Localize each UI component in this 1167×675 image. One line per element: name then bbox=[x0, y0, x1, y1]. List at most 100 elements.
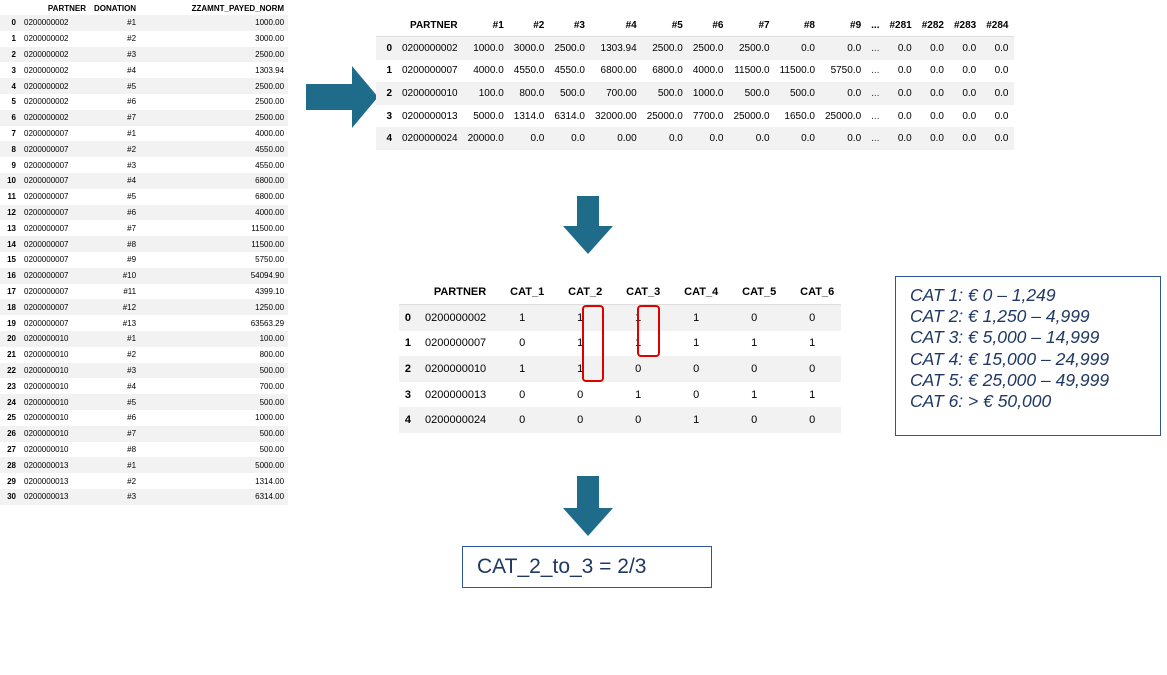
donation-cell: #2 bbox=[90, 141, 141, 158]
donation-cell: 0200000002 bbox=[24, 34, 69, 44]
category-header-cell: CAT_4 bbox=[667, 280, 726, 305]
donation-cell: 0200000002 bbox=[20, 15, 90, 31]
pivot-cell: 0200000010 bbox=[397, 82, 463, 105]
donation-cell: 29 bbox=[7, 476, 16, 486]
donation-row: 4 0200000002 #5 2500.00 bbox=[0, 78, 289, 94]
pivot-cell: 0.0 bbox=[774, 36, 820, 60]
donations-header-row: PARTNER DONATION ZZAMNT_PAYED_NORM bbox=[0, 1, 288, 15]
donation-header-cell: DONATION bbox=[94, 3, 137, 13]
category-cell: 1 bbox=[667, 304, 726, 331]
pivot-cell: ... bbox=[866, 36, 885, 60]
donation-cell: 0200000002 bbox=[24, 65, 69, 75]
donation-cell: 11500.00 bbox=[140, 236, 289, 252]
donation-cell: 0200000007 bbox=[24, 286, 69, 296]
donation-row: 10 0200000007 #4 6800.00 bbox=[0, 172, 289, 189]
donation-cell: 26 bbox=[0, 425, 20, 442]
pivot-cell: 0.0 bbox=[962, 65, 977, 77]
pivot-cell: ... bbox=[871, 110, 880, 122]
pivot-cell: 0.0 bbox=[884, 36, 917, 60]
category-cell: 0200000007 bbox=[425, 337, 487, 350]
donation-cell: 0200000007 bbox=[20, 236, 90, 252]
category-header-cell: CAT_1 bbox=[493, 280, 552, 305]
donation-cell: 5 bbox=[11, 97, 16, 107]
donation-cell: #10 bbox=[90, 267, 141, 284]
legend-line: CAT 5: € 25,000 – 49,999 bbox=[910, 369, 1110, 390]
donation-cell: 0200000007 bbox=[20, 267, 90, 284]
category-cell: 1 bbox=[809, 388, 816, 401]
donation-cell: 4000.00 bbox=[255, 128, 285, 138]
category-header-cell: CAT_3 bbox=[609, 280, 668, 305]
arrow-down-icon bbox=[563, 476, 613, 536]
pivot-cell: ... bbox=[866, 127, 885, 150]
category-cell: 1 bbox=[809, 337, 816, 350]
donation-cell: 23 bbox=[7, 381, 16, 391]
pivot-row: 2 0200000010 100.0 800.0 500.0 700.00 500.0 100… bbox=[376, 82, 1014, 105]
pivot-cell: 2 bbox=[376, 82, 397, 105]
donation-header-cell bbox=[0, 1, 20, 15]
pivot-cell: 0.0 bbox=[820, 82, 867, 105]
pivot-header-cell: #4 bbox=[589, 14, 642, 37]
donation-cell: #6 bbox=[127, 97, 137, 107]
donation-cell: 12 bbox=[0, 204, 20, 221]
pivot-header-cell: PARTNER bbox=[397, 14, 463, 37]
donation-cell: #2 bbox=[127, 350, 137, 360]
pivot-header-cell: #284 bbox=[981, 14, 1014, 37]
donation-cell: #8 bbox=[90, 236, 141, 252]
donation-cell: #1 bbox=[90, 457, 141, 474]
donation-cell: 7 bbox=[11, 128, 16, 138]
donation-row: 17 0200000007 #11 4399.10 bbox=[0, 284, 288, 300]
pivot-cell: 11500.0 bbox=[779, 65, 815, 77]
pivot-cell: 6314.0 bbox=[554, 110, 585, 122]
highlight-cat3-box bbox=[637, 305, 660, 357]
donation-cell: 2 bbox=[0, 46, 20, 63]
donation-cell: 4550.00 bbox=[255, 160, 285, 170]
donation-cell: 0200000013 bbox=[20, 457, 90, 474]
donation-cell: 0200000010 bbox=[24, 444, 69, 454]
donation-cell: 0200000010 bbox=[24, 350, 69, 360]
donation-cell: 28 bbox=[0, 457, 20, 474]
pivot-cell: 0.0 bbox=[916, 127, 949, 150]
category-cell: 1 bbox=[751, 388, 758, 401]
donation-row: 16 0200000007 #10 54094.90 bbox=[0, 267, 289, 284]
donation-row: 8 0200000007 #2 4550.00 bbox=[0, 141, 289, 158]
pivot-cell: 1 bbox=[386, 65, 392, 77]
category-cell: 2 bbox=[399, 356, 418, 382]
donation-row: 2 0200000002 #3 2500.00 bbox=[0, 46, 289, 63]
donation-cell: 4000.00 bbox=[140, 204, 289, 221]
donation-cell: 0200000007 bbox=[20, 299, 90, 316]
donation-row: 30 0200000013 #3 6314.00 bbox=[0, 488, 289, 505]
donation-cell: #5 bbox=[90, 78, 141, 94]
pivot-cell: 0.0 bbox=[820, 127, 867, 150]
category-cell: 0 bbox=[577, 388, 584, 401]
legend-line: CAT 2: € 1,250 – 4,999 bbox=[910, 306, 1090, 327]
donation-cell: 9 bbox=[11, 160, 16, 170]
donation-cell: #9 bbox=[127, 255, 137, 265]
category-cell: 0 bbox=[609, 356, 668, 382]
pivot-cell: 0.0 bbox=[687, 127, 729, 150]
pivot-cell: 0.0 bbox=[981, 127, 1014, 150]
pivot-header-cell: #1 bbox=[462, 14, 509, 37]
pivot-cell: 6800.00 bbox=[600, 65, 637, 77]
donation-row: 7 0200000007 #1 4000.00 bbox=[0, 126, 288, 142]
donation-cell: 17 bbox=[7, 286, 16, 296]
category-cell: 0 bbox=[783, 407, 842, 433]
donation-row: 11 0200000007 #5 6800.00 bbox=[0, 189, 288, 205]
donation-cell: 0200000010 bbox=[20, 330, 90, 347]
donation-cell: 63563.29 bbox=[250, 318, 285, 328]
donation-cell: 20 bbox=[0, 330, 20, 347]
pivot-cell: 2500.0 bbox=[687, 36, 729, 60]
category-cell: 1 bbox=[493, 356, 552, 382]
pivot-cell: 25000.0 bbox=[733, 110, 770, 122]
category-row: 2 0200000010 1 1 0 0 0 0 bbox=[399, 356, 842, 382]
pivot-header-cell: #282 bbox=[916, 14, 949, 37]
pivot-cell: 0.0 bbox=[994, 65, 1009, 77]
donation-cell: 18 bbox=[0, 299, 20, 316]
category-cell: 1 bbox=[404, 337, 411, 350]
pivot-cell: 1314.0 bbox=[513, 110, 545, 122]
donation-cell: 3000.00 bbox=[255, 34, 285, 44]
pivot-cell: 500.0 bbox=[641, 82, 688, 105]
donation-cell: 0200000013 bbox=[24, 476, 69, 486]
pivot-cell: 25000.0 bbox=[646, 110, 683, 122]
pivot-cell: 0200000007 bbox=[402, 65, 458, 77]
donation-cell: 54094.90 bbox=[140, 267, 289, 284]
